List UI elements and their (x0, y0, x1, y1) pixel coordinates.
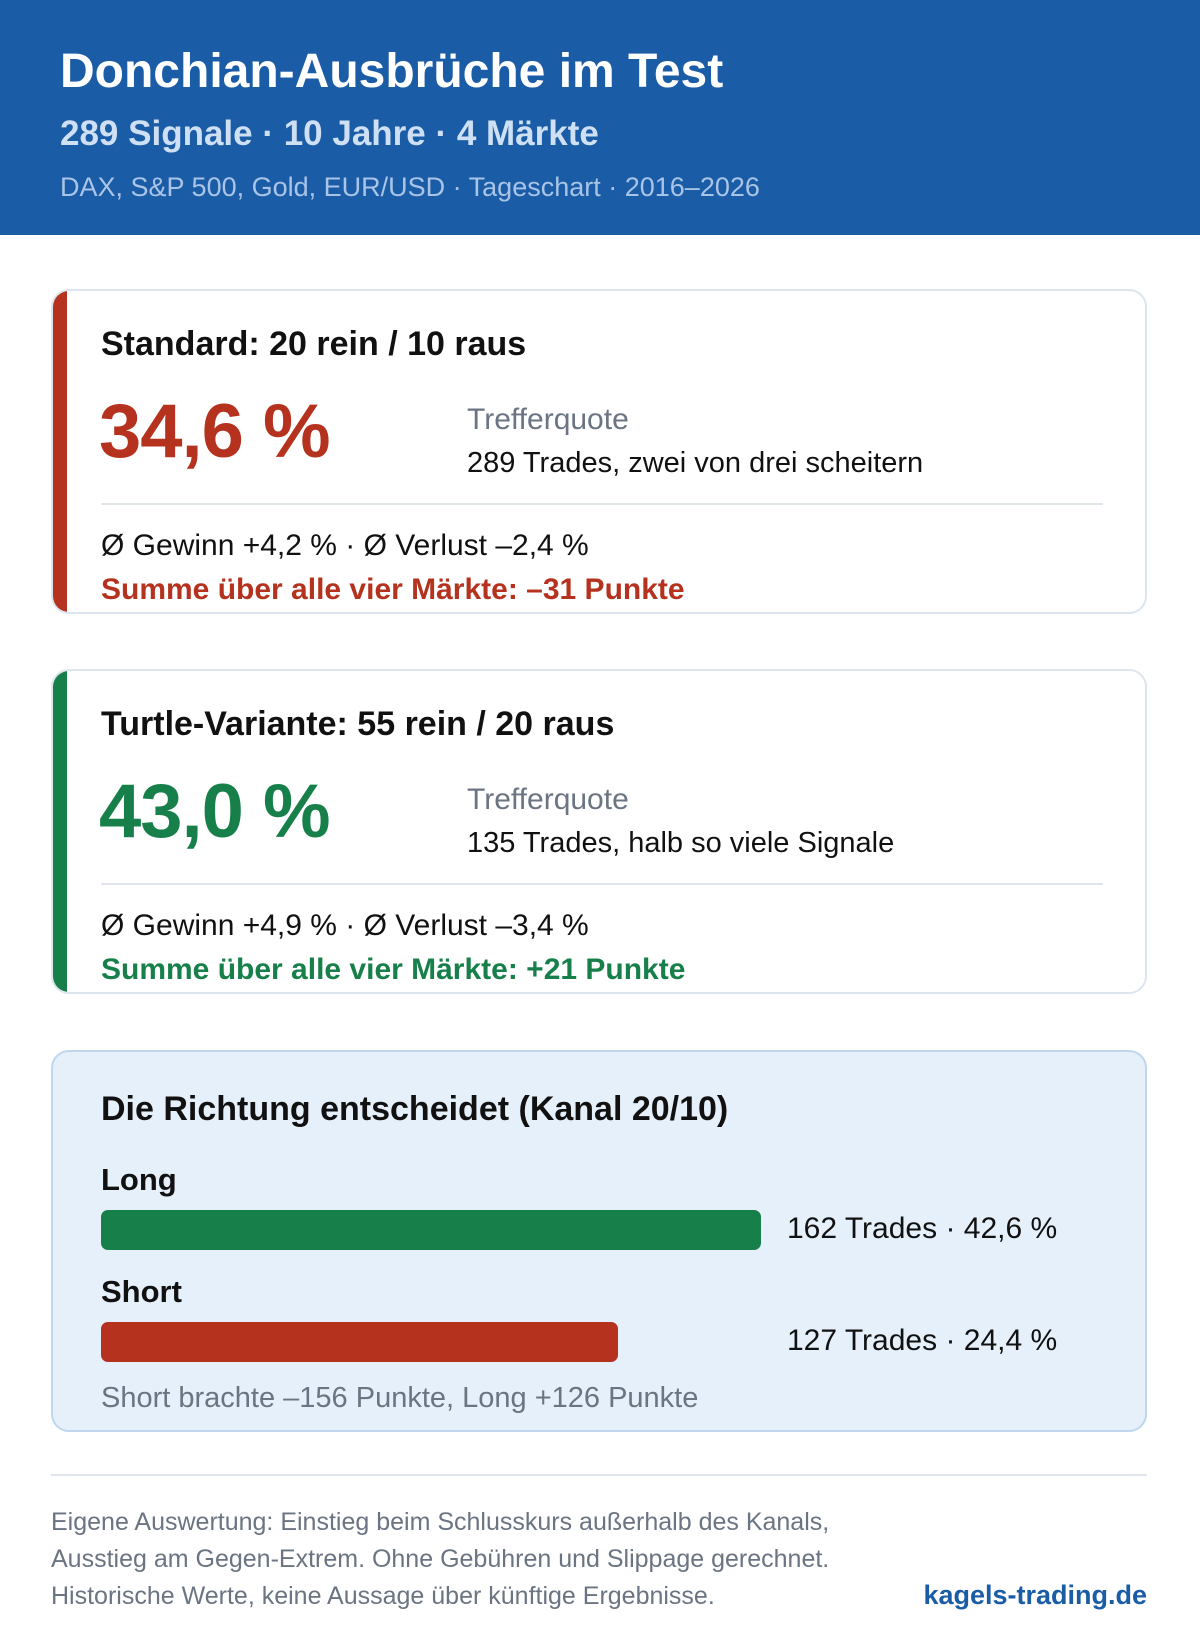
standard-card-title: Standard: 20 rein / 10 raus (101, 325, 527, 363)
header: Donchian-Ausbrüche im Test 289 Signale ·… (0, 0, 1200, 235)
bar-label-long: 162 Trades · 42,6 % (787, 1212, 1058, 1245)
standard-card-divider (101, 503, 1103, 505)
bar-short (101, 1322, 618, 1362)
footer-line-3: Historische Werte, keine Aussage über kü… (51, 1582, 715, 1610)
bar-long (101, 1210, 761, 1250)
standard-hit-rate: 34,6 % (99, 389, 331, 474)
standard-metric-desc: 289 Trades, zwei von drei scheitern (467, 447, 924, 479)
standard-metric-label: Trefferquote (467, 403, 629, 436)
brand-link[interactable]: kagels-trading.de (923, 1580, 1147, 1610)
page-title: Donchian-Ausbrüche im Test (60, 45, 724, 98)
bar-track-long (101, 1210, 761, 1250)
chart-title: Die Richtung entscheidet (Kanal 20/10) (101, 1090, 729, 1128)
turtle-card-stripe (53, 671, 67, 992)
category-label-short: Short (101, 1274, 182, 1309)
turtle-stats: Ø Gewinn +4,9 % · Ø Verlust –3,4 % (101, 909, 589, 942)
standard-card-stripe (53, 291, 67, 612)
turtle-metric-label: Trefferquote (467, 783, 629, 816)
standard-sum: Summe über alle vier Märkte: –31 Punkte (101, 573, 685, 606)
page-meta: DAX, S&P 500, Gold, EUR/USD · Tageschart… (60, 172, 760, 202)
footer-line-1: Eigene Auswertung: Einstieg beim Schluss… (51, 1508, 830, 1536)
direction-chart-card: Die Richtung entscheidet (Kanal 20/10) L… (51, 1050, 1147, 1432)
footer-line-2: Ausstieg am Gegen-Extrem. Ohne Gebühren … (51, 1545, 830, 1573)
page-subtitle: 289 Signale · 10 Jahre · 4 Märkte (60, 114, 599, 153)
category-label-long: Long (101, 1162, 177, 1197)
chart-note: Short brachte –156 Punkte, Long +126 Pun… (101, 1382, 699, 1414)
standard-card: Standard: 20 rein / 10 raus 34,6 % Treff… (51, 289, 1147, 614)
footer-text: Eigene Auswertung: Einstieg beim Schluss… (51, 1504, 829, 1615)
turtle-card: Turtle-Variante: 55 rein / 20 raus 43,0 … (51, 669, 1147, 994)
turtle-sum: Summe über alle vier Märkte: +21 Punkte (101, 953, 686, 986)
bar-track-short (101, 1322, 761, 1362)
bar-label-short: 127 Trades · 24,4 % (787, 1324, 1058, 1357)
turtle-card-divider (101, 883, 1103, 885)
turtle-metric-desc: 135 Trades, halb so viele Signale (467, 827, 895, 859)
turtle-card-title: Turtle-Variante: 55 rein / 20 raus (101, 705, 615, 743)
footer-divider (51, 1474, 1147, 1476)
standard-stats: Ø Gewinn +4,2 % · Ø Verlust –2,4 % (101, 529, 589, 562)
turtle-hit-rate: 43,0 % (99, 769, 331, 854)
